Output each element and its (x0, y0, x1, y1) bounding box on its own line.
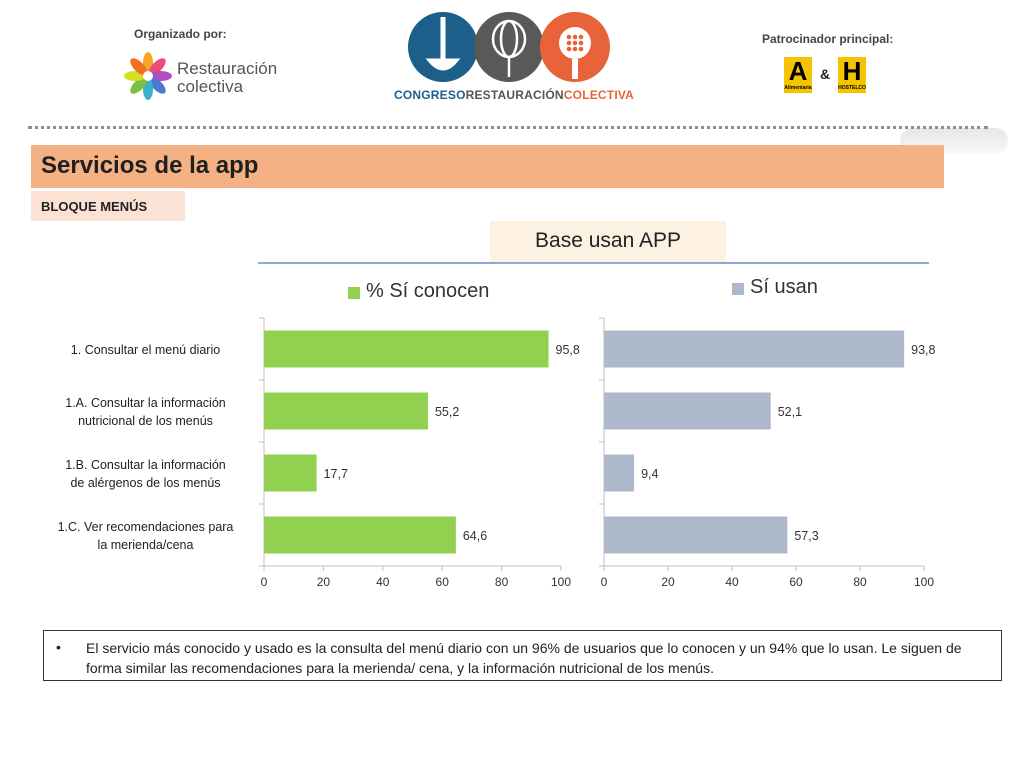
category-label-0-line1: 1. Consultar el menú diario (70, 343, 221, 357)
sponsor-h-letter: H (842, 56, 862, 86)
sponsor-h-logo: H HOSTELCO (838, 57, 866, 93)
used-x-tick-label: 0 (601, 575, 608, 589)
known-data-label-0: 95,8 (556, 343, 580, 357)
used-data-label-0: 93,8 (911, 343, 935, 357)
category-label-3: 1.C. Ver recomendaciones para la meriend… (40, 518, 251, 554)
legend-used-label: Sí usan (750, 276, 818, 298)
known-x-tick-label: 0 (261, 575, 268, 589)
known-x-tick-label: 100 (551, 575, 571, 589)
legend-known-label: % Sí conocen (366, 280, 490, 302)
known-x-tick-label: 60 (436, 575, 450, 589)
chart-known: 0 20 40 60 80 100 95,8 55,2 17,7 64,6 (259, 317, 580, 589)
summary-box: • El servicio más conocido y usado es la… (43, 630, 1002, 681)
restauracion-colectiva-logo-icon (124, 52, 172, 100)
category-label-1-line2: nutricional de los menús (78, 414, 213, 428)
summary-text: El servicio más conocido y usado es la c… (86, 640, 962, 676)
section-label: BLOQUE MENÚS (41, 199, 148, 214)
known-x-tick-label: 20 (317, 575, 331, 589)
known-x-tick-label: 40 (376, 575, 390, 589)
sponsor-ampersand: & (820, 66, 831, 82)
sponsor-a-logo: A Alimentaria (784, 57, 812, 93)
congress-logo-icon (408, 12, 610, 82)
known-bar-0 (264, 330, 549, 368)
header-divider (28, 126, 988, 129)
organizer-name: Restauración colectiva (177, 60, 277, 96)
category-label-3-line1: 1.C. Ver recomendaciones para (57, 520, 234, 534)
used-x-tick-label: 20 (661, 575, 675, 589)
congress-name: CONGRESORESTAURACIÓNCOLECTIVA (394, 88, 634, 102)
used-bar-2 (604, 454, 635, 492)
known-x-tick-label: 80 (495, 575, 509, 589)
sponsor-a-sub: Alimentaria (784, 85, 812, 91)
category-label-2: 1.B. Consultar la información de alérgen… (40, 456, 251, 492)
section-tag: BLOQUE MENÚS (31, 191, 185, 221)
used-data-label-2: 9,4 (641, 467, 658, 481)
sponsor-a-letter: A (788, 56, 808, 86)
category-label-1: 1.A. Consultar la información nutriciona… (40, 394, 251, 430)
known-data-label-2: 17,7 (324, 467, 348, 481)
category-label-3-line2: la merienda/cena (97, 538, 194, 552)
bullet-icon: • (56, 639, 61, 655)
used-bar-1 (604, 392, 771, 430)
base-label: Base usan APP (535, 229, 681, 252)
sponsor-h-sub: HOSTELCO (838, 85, 866, 91)
base-underline (258, 262, 929, 264)
sponsor-label: Patrocinador principal: (762, 32, 894, 46)
base-box: Base usan APP (490, 221, 726, 262)
used-x-tick-label: 80 (853, 575, 867, 589)
known-bar-3 (264, 516, 456, 554)
organizer-name-line2: colectiva (177, 77, 244, 96)
congress-name-part3: COLECTIVA (563, 88, 635, 102)
used-x-tick-label: 100 (914, 575, 934, 589)
title-bar: Servicios de la app (31, 145, 944, 188)
used-bar-3 (604, 516, 788, 554)
used-data-label-1: 52,1 (778, 405, 802, 419)
organizer-label: Organizado por: (134, 27, 227, 41)
legend-known-swatch (348, 287, 360, 299)
used-bar-0 (604, 330, 905, 368)
category-label-2-line2: de alérgenos de los menús (70, 476, 221, 490)
organizer-name-line1: Restauración (177, 59, 278, 78)
known-bar-1 (264, 392, 428, 430)
known-bar-2 (264, 454, 317, 492)
category-label-2-line1: 1.B. Consultar la información (65, 458, 226, 472)
known-data-label-3: 64,6 (463, 529, 487, 543)
category-label-1-line1: 1.A. Consultar la información (65, 396, 226, 410)
used-data-label-3: 57,3 (794, 529, 818, 543)
used-x-tick-label: 60 (789, 575, 803, 589)
chart-used: 0 20 40 60 80 100 93,8 52,1 9,4 57,3 (599, 317, 936, 589)
legend-used-swatch (732, 283, 744, 295)
used-x-tick-label: 40 (725, 575, 739, 589)
congress-name-part1: CONGRESO (394, 88, 466, 102)
congress-name-part2: RESTAURACIÓN (465, 88, 564, 102)
page-title: Servicios de la app (41, 152, 259, 179)
known-data-label-1: 55,2 (435, 405, 459, 419)
category-label-0: 1. Consultar el menú diario (40, 341, 251, 359)
